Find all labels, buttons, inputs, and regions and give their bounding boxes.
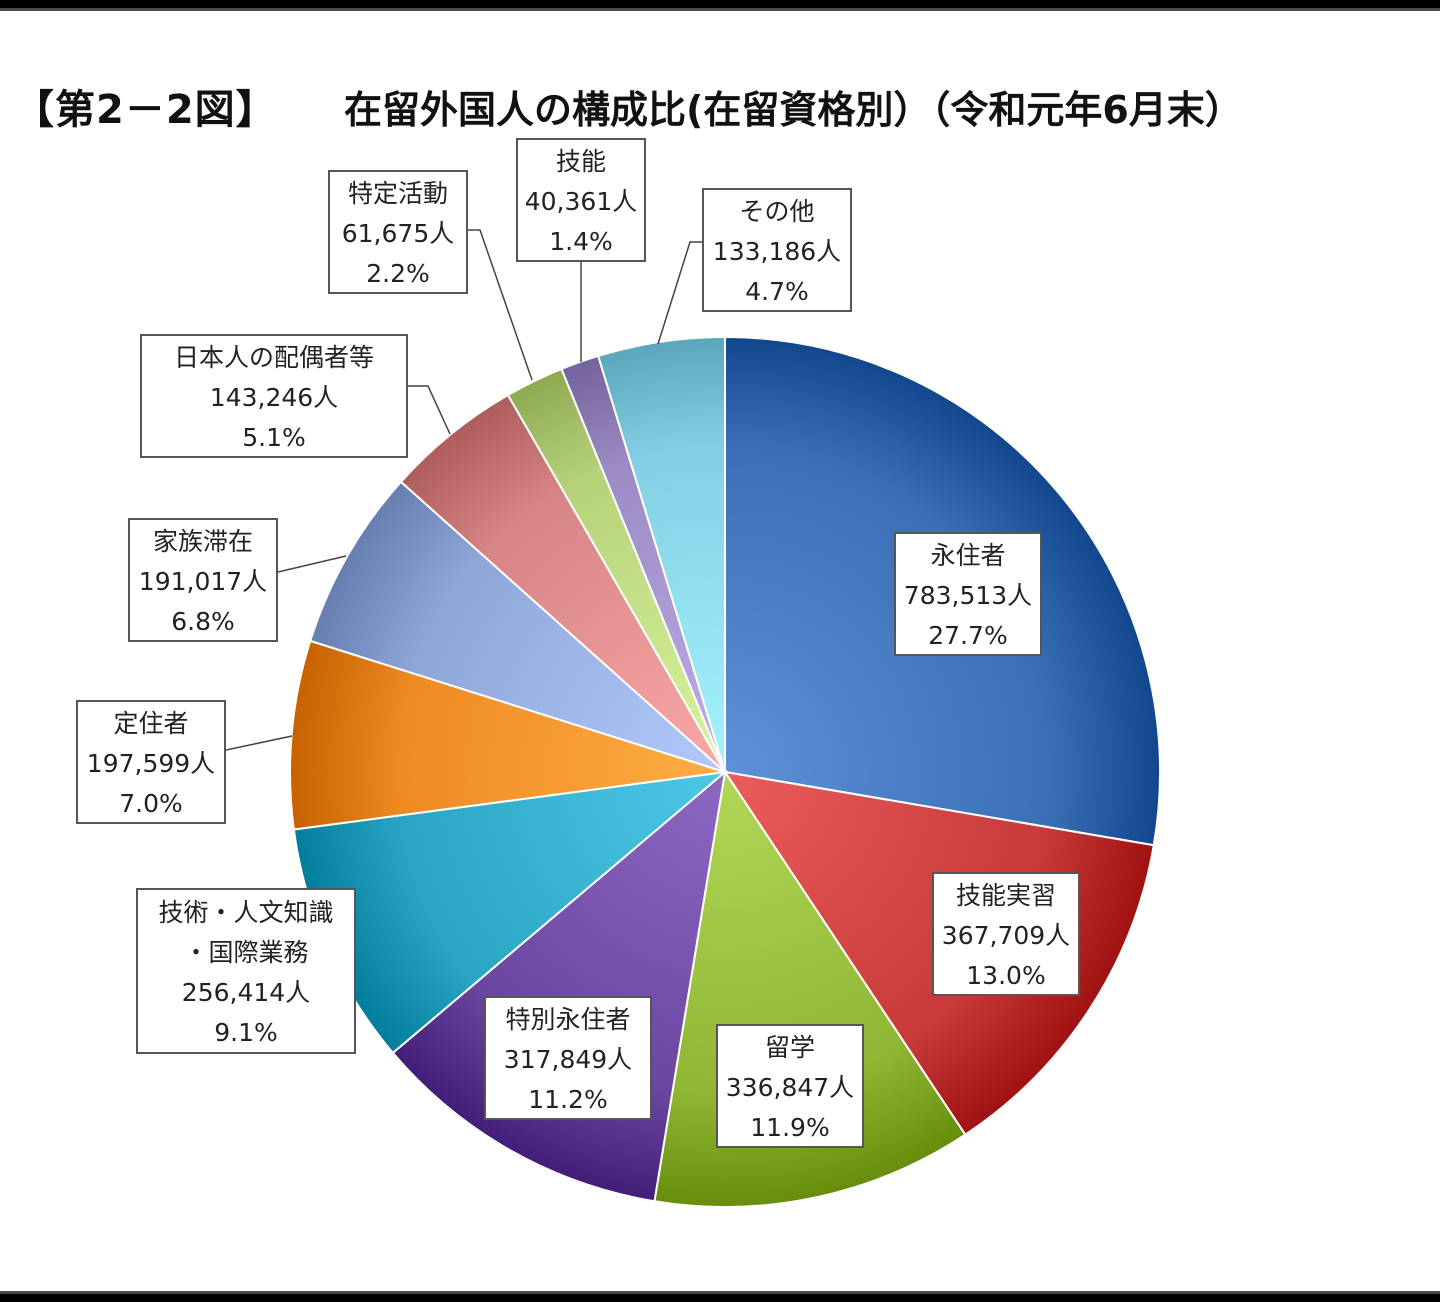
slice-label-value: 197,599人 (86, 749, 216, 778)
leader-line (225, 735, 293, 751)
pie-slice (308, 480, 726, 773)
slice-label-name: 技能実習 (955, 881, 1056, 910)
slice-label-name: 家族滞在 (152, 527, 253, 556)
slice-label-percent: 11.9% (750, 1113, 830, 1142)
slice-label-name: 定住者 (113, 709, 189, 738)
slice-label-value: 367,709人 (941, 921, 1071, 950)
slice-label: 特別永住者 317,849人 11.2% (484, 996, 652, 1120)
pie-slice (289, 639, 726, 831)
slice-label-value: 191,017人 (138, 567, 268, 596)
slice-label: 技能実習 367,709人 13.0% (932, 872, 1080, 996)
slice-label-value: 143,246人 (209, 383, 339, 412)
slice-label-percent: 7.0% (119, 789, 183, 818)
slice-label-value: 133,186人 (712, 237, 842, 266)
slice-label: その他 133,186人 4.7% (702, 188, 852, 312)
slice-label-value: 40,361人 (524, 187, 638, 216)
slice-label-name: ・国際業務 (183, 938, 309, 967)
slice-label-value: 336,847人 (725, 1073, 855, 1102)
figure-number: 【第2－2図】 (14, 87, 277, 133)
slice-label-percent: 2.2% (366, 259, 430, 288)
slice-label-name: 技術・人文知識 (158, 898, 334, 927)
slice-label: 留学 336,847人 11.9% (716, 1024, 864, 1148)
slice-label-name: 日本人の配偶者等 (173, 343, 374, 372)
slice-label-name: その他 (739, 197, 815, 226)
slice-label-percent: 6.8% (171, 607, 235, 636)
slice-label: 技能 40,361人 1.4% (516, 138, 646, 262)
slice-label-percent: 13.0% (966, 961, 1046, 990)
slice-label: 技術・人文知識 ・国際業務 256,414人 9.1% (136, 888, 356, 1054)
slice-label: 日本人の配偶者等 143,246人 5.1% (140, 334, 408, 458)
slice-label: 特定活動 61,675人 2.2% (328, 170, 468, 294)
chart-title: 在留外国人の構成比(在留資格別）（令和元年6月末） (344, 88, 1243, 132)
slice-label: 永住者 783,513人 27.7% (894, 532, 1042, 656)
slice-label-name: 永住者 (930, 541, 1006, 570)
slice-label-value: 256,414人 (181, 978, 311, 1007)
leader-line (408, 385, 451, 435)
leader-line (468, 229, 533, 381)
slice-label-name: 特定活動 (347, 179, 448, 208)
slice-label-percent: 27.7% (928, 621, 1008, 650)
slice-label-value: 317,849人 (503, 1045, 633, 1074)
pie-slice (596, 335, 726, 773)
slice-label-percent: 5.1% (242, 423, 306, 452)
slice-label-value: 783,513人 (903, 581, 1033, 610)
slice-label-name: 留学 (764, 1033, 815, 1062)
slice-label-value: 61,675人 (341, 219, 455, 248)
slice-label-percent: 9.1% (214, 1018, 278, 1047)
slice-label-percent: 1.4% (549, 227, 613, 256)
leader-line (277, 555, 347, 573)
slice-label-percent: 11.2% (528, 1085, 608, 1114)
slice-label: 家族滞在 191,017人 6.8% (128, 518, 278, 642)
slice-label: 定住者 197,599人 7.0% (76, 700, 226, 824)
slice-label-name: 特別永住者 (505, 1005, 631, 1034)
leader-line (657, 241, 702, 345)
slice-label-name: 技能 (555, 147, 606, 176)
slice-label-percent: 4.7% (745, 277, 809, 306)
